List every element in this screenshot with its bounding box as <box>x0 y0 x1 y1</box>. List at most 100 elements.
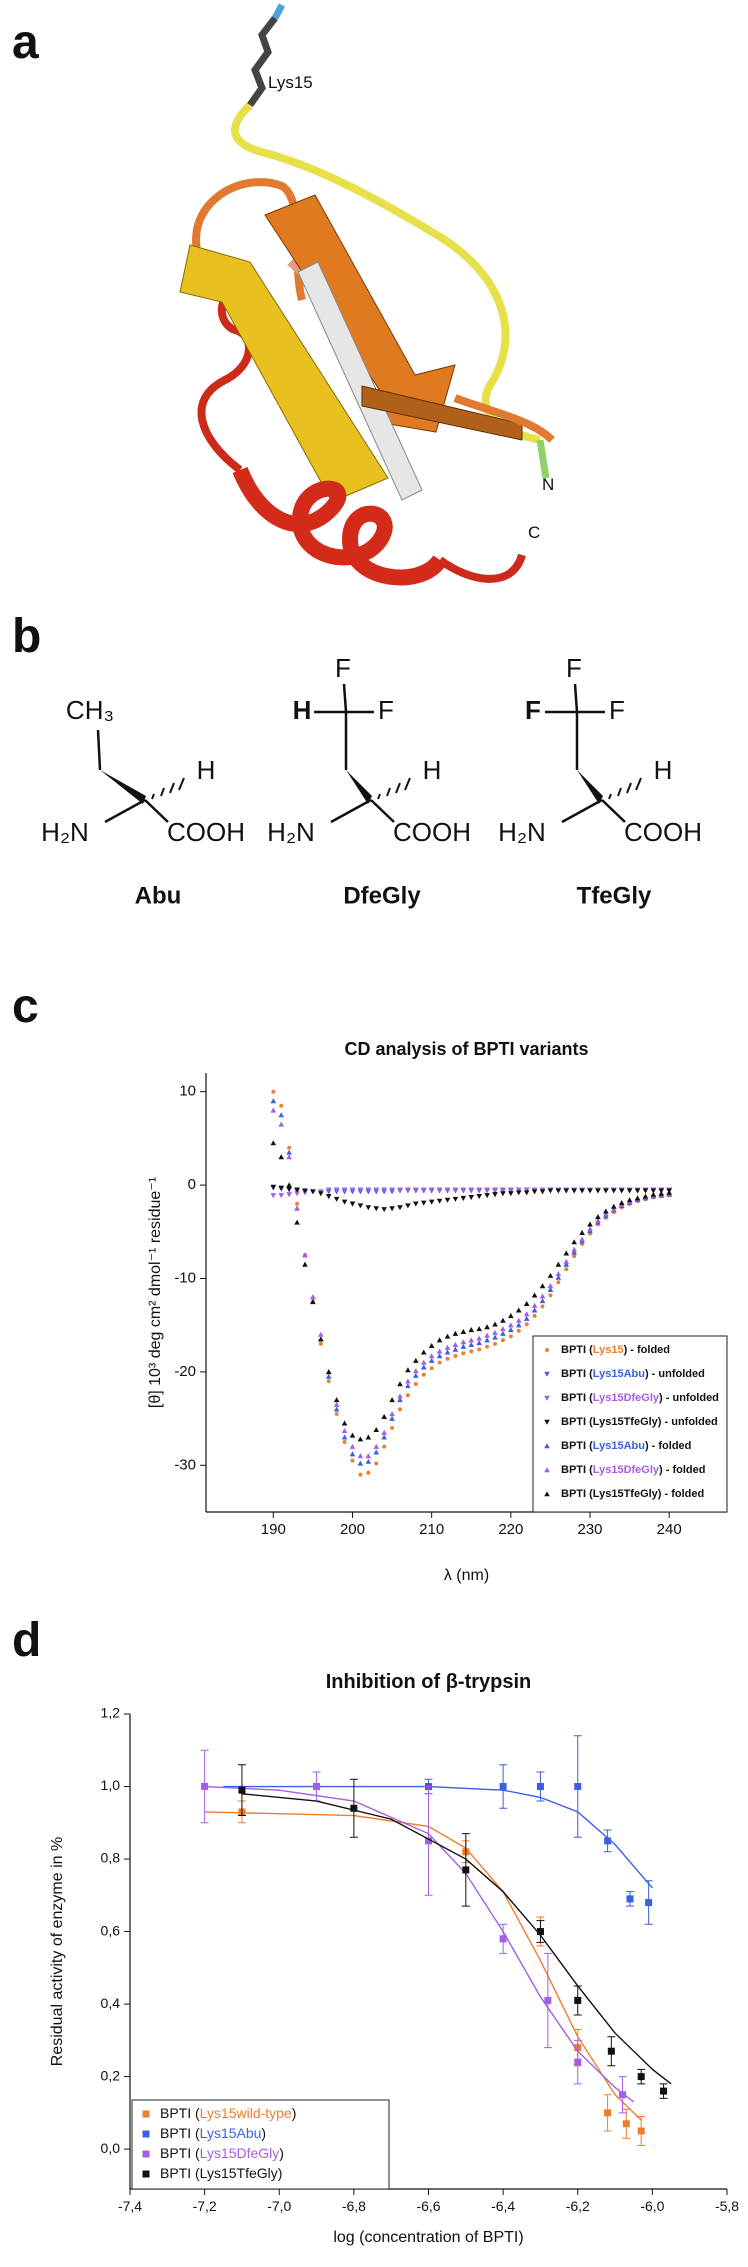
data-point <box>349 1187 356 1193</box>
data-point <box>365 1434 372 1440</box>
data-point <box>523 1315 530 1321</box>
data-point <box>326 1379 331 1384</box>
data-point <box>626 1188 633 1194</box>
data-point <box>508 1313 514 1319</box>
data-point <box>413 1187 419 1193</box>
legend-label: BPTI (Lys15DfeGly) - unfolded <box>561 1392 719 1404</box>
data-point <box>310 1299 316 1305</box>
data-point <box>603 1208 609 1214</box>
data-point <box>270 1184 277 1190</box>
data-point <box>547 1272 554 1278</box>
data-point <box>634 1188 641 1194</box>
legend-marker <box>544 1491 550 1497</box>
y-tick-label: 0,8 <box>101 1850 121 1866</box>
data-point <box>389 1415 395 1421</box>
data-point <box>286 1186 292 1192</box>
molecule-dfegly: H F F H H₂N COOH DfeGly <box>267 653 471 909</box>
data-point <box>523 1311 530 1317</box>
data-point <box>390 1425 395 1430</box>
data-point <box>398 1407 402 1412</box>
data-point <box>349 1443 356 1449</box>
data-point <box>333 1187 340 1193</box>
data-point <box>389 1397 395 1403</box>
y-axis-label: Residual activity of enzyme in % <box>49 1837 66 2066</box>
data-point <box>523 1190 530 1196</box>
data-point <box>469 1349 474 1354</box>
data-point <box>420 1349 427 1355</box>
molecule-name: Abu <box>135 882 182 909</box>
molecule-name: TfeGly <box>577 882 652 909</box>
data-point <box>341 1420 348 1426</box>
legend-box <box>131 2099 390 2190</box>
atom-label: H₂N <box>498 817 546 847</box>
data-point <box>563 1188 570 1194</box>
legend-marker <box>544 1395 550 1401</box>
data-point <box>452 1196 459 1202</box>
data-point <box>444 1333 451 1339</box>
data-point <box>461 1351 466 1356</box>
data-point <box>278 1193 285 1199</box>
data-point <box>302 1261 308 1267</box>
data-point <box>476 1326 482 1332</box>
data-point <box>350 1458 355 1463</box>
data-point <box>645 1899 653 1907</box>
data-point <box>548 1293 553 1298</box>
data-point <box>278 1185 285 1191</box>
x-tick-label: 190 <box>261 1521 286 1538</box>
data-point <box>610 1206 617 1212</box>
data-point <box>318 1341 323 1346</box>
data-point <box>333 1196 340 1202</box>
data-point <box>397 1187 403 1193</box>
data-point <box>579 1236 585 1242</box>
legend-marker <box>544 1371 550 1377</box>
data-point <box>484 1187 490 1193</box>
legend-marker <box>142 2130 150 2138</box>
data-point <box>476 1187 482 1193</box>
data-point <box>595 1214 601 1220</box>
legend-marker <box>142 2150 150 2158</box>
data-point <box>500 1326 506 1332</box>
data-point <box>547 1283 554 1289</box>
data-point <box>618 1200 625 1206</box>
atom-label: H₂N <box>41 817 89 847</box>
x-tick-label: -6,0 <box>640 2198 664 2214</box>
data-point <box>539 1293 546 1299</box>
data-point <box>536 1928 544 1936</box>
x-tick-label: 230 <box>578 1521 603 1538</box>
data-point <box>302 1188 308 1194</box>
series <box>270 1140 672 1442</box>
data-point <box>492 1187 498 1193</box>
atom-label: H <box>423 755 442 785</box>
data-point <box>539 1298 546 1304</box>
data-point <box>279 1103 284 1108</box>
data-point <box>397 1381 403 1387</box>
data-point <box>405 1367 411 1373</box>
data-point <box>564 1267 569 1272</box>
data-point <box>397 1205 403 1211</box>
data-point <box>515 1307 522 1313</box>
data-point <box>595 1217 601 1223</box>
data-point <box>325 1194 332 1200</box>
legend-marker <box>142 2110 150 2118</box>
data-point <box>201 1783 209 1791</box>
data-point <box>660 2087 668 2095</box>
data-point <box>405 1383 411 1389</box>
data-point <box>500 1191 506 1197</box>
data-point <box>445 1356 450 1361</box>
protein-structure <box>179 3 555 586</box>
data-point <box>397 1393 403 1399</box>
data-point <box>444 1197 451 1203</box>
data-point <box>477 1347 482 1352</box>
data-point <box>460 1339 467 1345</box>
atom-label: COOH <box>393 817 471 847</box>
data-point <box>294 1219 300 1225</box>
data-point <box>389 1187 395 1193</box>
legend-label: BPTI (Lys15DfeGly) <box>160 2145 284 2161</box>
data-point <box>571 1249 577 1255</box>
data-point <box>532 1313 537 1318</box>
data-point <box>452 1342 459 1348</box>
data-point <box>555 1188 562 1194</box>
data-point <box>357 1453 364 1459</box>
data-point <box>365 1453 372 1459</box>
data-point <box>413 1201 419 1207</box>
